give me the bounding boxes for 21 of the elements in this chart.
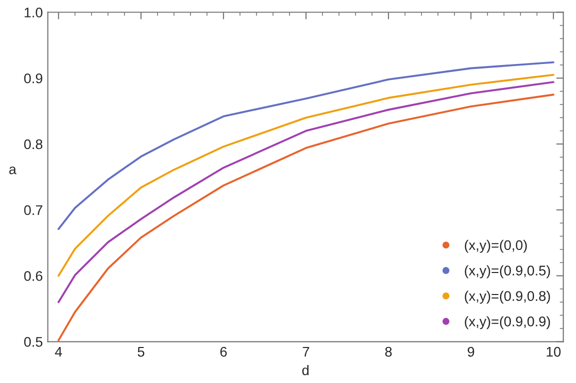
- legend-label: (x,y)=(0.9,0.8): [464, 290, 550, 304]
- y-tick-label: 1.0: [24, 8, 42, 18]
- line-series: [58, 61, 554, 230]
- line-series: [58, 94, 554, 342]
- y-tick-label: 0.7: [24, 205, 42, 216]
- y-tick-label: 0.9: [24, 73, 42, 84]
- legend-label: (x,y)=(0.9,0.5): [464, 265, 550, 278]
- x-tick-label: 7: [302, 347, 310, 357]
- x-tick-label: 9: [468, 346, 474, 357]
- x-tick-label: 8: [385, 346, 392, 357]
- x-tick-label: 10: [546, 346, 561, 357]
- y-axis-title: a: [9, 166, 16, 174]
- y-tick-label: 0.5: [24, 336, 42, 347]
- x-tick-label: 4: [54, 347, 62, 357]
- legend-label: (x,y)=(0.9,0.9): [464, 316, 550, 330]
- y-tick-label: 0.6: [24, 271, 42, 281]
- y-tick-label: 0.8: [24, 139, 42, 150]
- x-tick-label: 5: [138, 347, 144, 357]
- legend-label: (x,y)=(0,0): [464, 240, 527, 253]
- x-tick-label: 6: [220, 346, 227, 357]
- x-axis-title: d: [302, 365, 309, 376]
